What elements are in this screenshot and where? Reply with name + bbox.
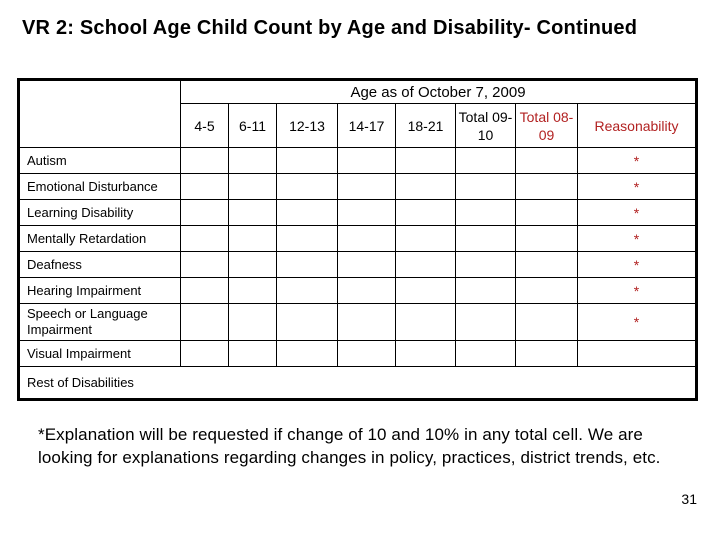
empty-cell: [180, 147, 229, 174]
reasonability-flag: *: [577, 251, 697, 278]
empty-cell: [515, 340, 578, 367]
empty-cell: [337, 277, 396, 304]
empty-cell: [276, 303, 338, 341]
empty-cell: [455, 303, 516, 341]
reasonability-flag: *: [577, 277, 697, 304]
empty-cell: [180, 173, 229, 200]
empty-cell: [228, 303, 277, 341]
empty-cell: [395, 199, 456, 226]
empty-cell: [455, 199, 516, 226]
col-header-reasonability: Reasonability: [577, 103, 697, 148]
row-label: Emotional Disturbance: [18, 173, 181, 200]
row-label: Hearing Impairment: [18, 277, 181, 304]
empty-cell: [515, 173, 578, 200]
empty-cell: [395, 173, 456, 200]
empty-cell: [228, 225, 277, 252]
empty-cell: [180, 199, 229, 226]
empty-cell: [515, 251, 578, 278]
row-label: Deafness: [18, 251, 181, 278]
empty-cell: [337, 147, 396, 174]
col-header-14-17: 14-17: [337, 103, 396, 148]
reasonability-flag: *: [577, 147, 697, 174]
span-header: Age as of October 7, 2009: [180, 79, 697, 104]
row-label: Learning Disability: [18, 199, 181, 226]
empty-cell: [337, 173, 396, 200]
empty-cell: [515, 147, 578, 174]
child-count-table: Age as of October 7, 2009 4-5 6-11 12-13…: [17, 78, 698, 401]
slide-title: VR 2: School Age Child Count by Age and …: [22, 17, 638, 39]
empty-cell: [228, 199, 277, 226]
reasonability-flag: *: [577, 199, 697, 226]
col-header-12-13: 12-13: [276, 103, 338, 148]
empty-cell: [395, 147, 456, 174]
table-row-rest-of-disabilities: Rest of Disabilities: [18, 366, 697, 400]
reasonability-flag: *: [577, 173, 697, 200]
empty-cell: [228, 173, 277, 200]
empty-cell: [337, 340, 396, 367]
reasonability-flag: *: [577, 303, 697, 341]
empty-cell: [276, 147, 338, 174]
empty-cell: [455, 251, 516, 278]
table-row-emotional-disturbance: Emotional Disturbance *: [18, 173, 697, 200]
empty-cell: [228, 277, 277, 304]
empty-cell: [395, 251, 456, 278]
empty-cell: [515, 225, 578, 252]
empty-cell: [395, 225, 456, 252]
empty-cell: [337, 199, 396, 226]
page-number: 31: [681, 491, 697, 507]
col-header-18-21: 18-21: [395, 103, 456, 148]
reasonability-flag: [577, 340, 697, 367]
empty-cell: [276, 173, 338, 200]
empty-cell: [180, 303, 229, 341]
empty-cell: [455, 173, 516, 200]
empty-cell: [228, 147, 277, 174]
empty-cell: [337, 225, 396, 252]
col-header-4-5: 4-5: [180, 103, 229, 148]
reasonability-flag: *: [577, 225, 697, 252]
table-row-visual-impairment: Visual Impairment: [18, 340, 697, 367]
col-header-total-08-09: Total 08-09: [515, 103, 578, 148]
col-header-6-11: 6-11: [228, 103, 277, 148]
empty-cell: [276, 277, 338, 304]
table-row-autism: Autism *: [18, 147, 697, 174]
empty-cell: [455, 340, 516, 367]
table-row-mentally-retardation: Mentally Retardation *: [18, 225, 697, 252]
empty-cell: [276, 251, 338, 278]
empty-cell: [180, 251, 229, 278]
empty-cell: [276, 199, 338, 226]
empty-cell: [455, 225, 516, 252]
empty-cell: [180, 225, 229, 252]
empty-cell: [455, 277, 516, 304]
footnote-text: *Explanation will be requested if change…: [38, 425, 661, 467]
empty-cell: [180, 277, 229, 304]
table-row-learning-disability: Learning Disability *: [18, 199, 697, 226]
empty-cell: [276, 225, 338, 252]
empty-cell: [228, 251, 277, 278]
row-label: Autism: [18, 147, 181, 174]
empty-cell: [515, 303, 578, 341]
row-label: Speech or Language Impairment: [18, 303, 181, 341]
empty-cell: [395, 340, 456, 367]
row-label: Mentally Retardation: [18, 225, 181, 252]
empty-cell: [455, 147, 516, 174]
empty-cell: [395, 277, 456, 304]
empty-cell: [276, 340, 338, 367]
empty-cell: [515, 199, 578, 226]
row-label: Rest of Disabilities: [18, 366, 697, 400]
empty-cell: [515, 277, 578, 304]
column-header-row: 4-5 6-11 12-13 14-17 18-21 Total 09-10 T…: [19, 103, 697, 148]
empty-cell: [180, 340, 229, 367]
corner-cell: [18, 79, 181, 148]
table-row-deafness: Deafness *: [18, 251, 697, 278]
empty-cell: [337, 251, 396, 278]
table-span-header-row: Age as of October 7, 2009: [18, 79, 697, 148]
empty-cell: [337, 303, 396, 341]
row-label: Visual Impairment: [18, 340, 181, 367]
col-header-total-09-10: Total 09-10: [455, 103, 516, 148]
table-row-speech-language-impairment: Speech or Language Impairment *: [18, 303, 697, 341]
empty-cell: [228, 340, 277, 367]
empty-cell: [395, 303, 456, 341]
table-row-hearing-impairment: Hearing Impairment *: [18, 277, 697, 304]
